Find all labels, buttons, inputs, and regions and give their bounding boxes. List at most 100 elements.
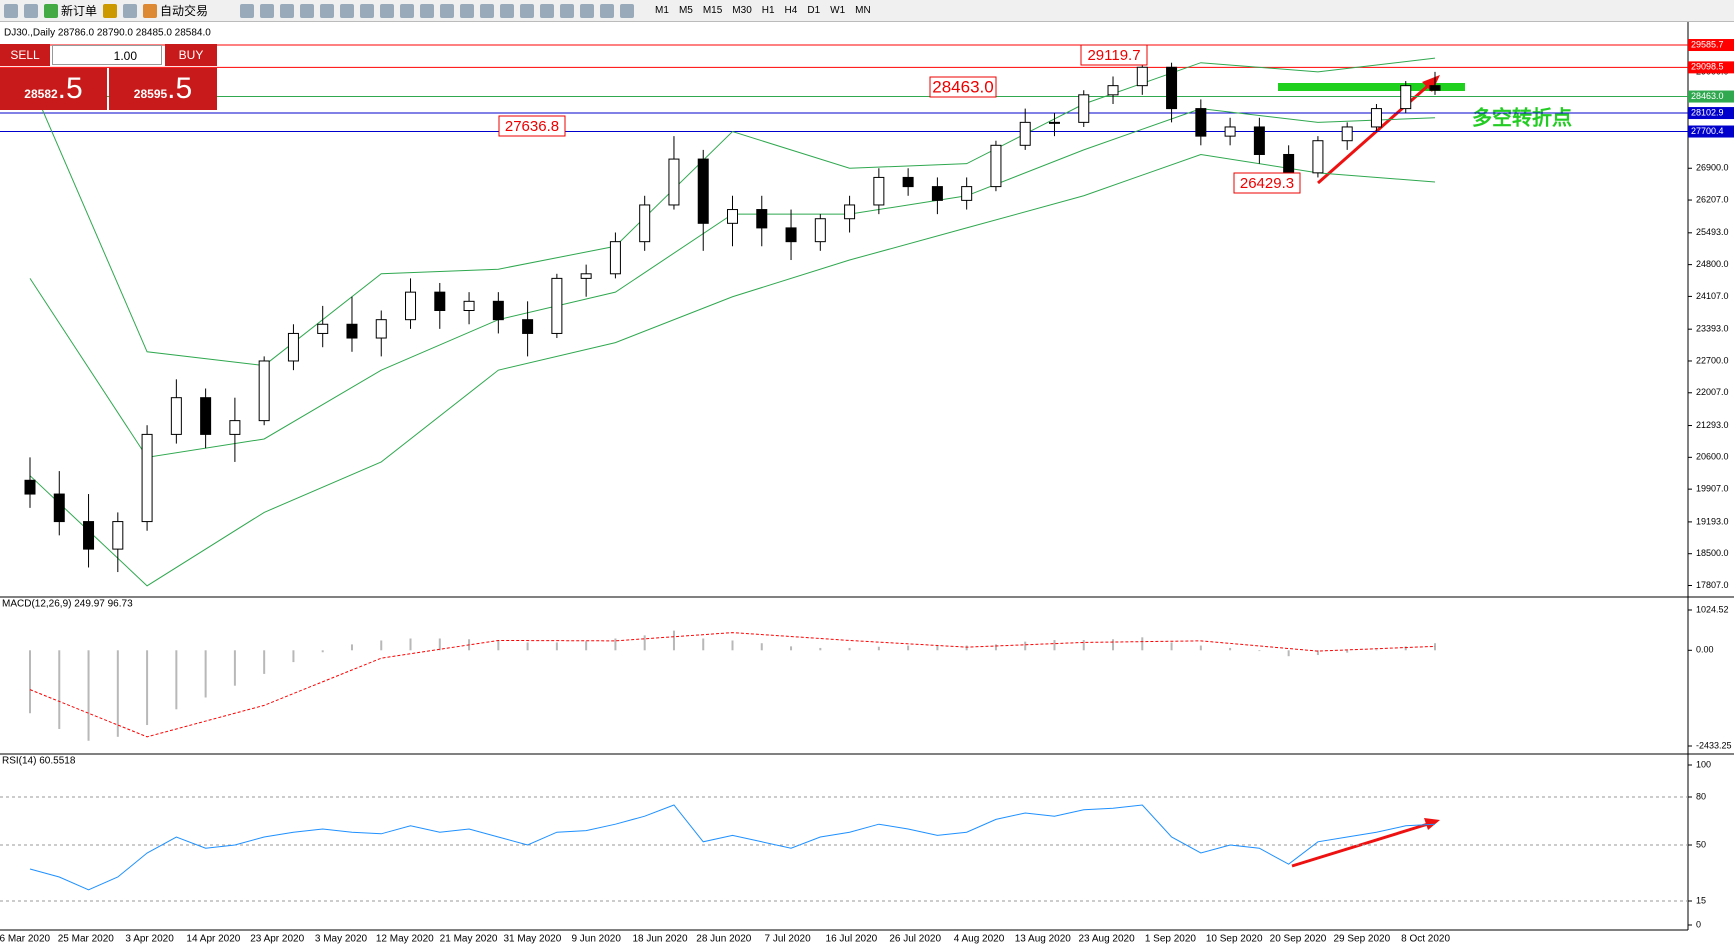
timeframe-button[interactable]: M1	[655, 5, 669, 16]
bollinger-middle	[29, 108, 1436, 458]
macd-bar	[907, 645, 910, 651]
macd-bar	[1316, 650, 1319, 656]
timeframe-button[interactable]: H4	[784, 5, 798, 16]
candle-body	[639, 204, 651, 243]
macd-bar	[1170, 642, 1173, 651]
y-tick-label: 15	[1696, 895, 1706, 905]
candle-body	[697, 158, 709, 224]
label: 新订单	[61, 4, 98, 18]
macd-bar	[146, 650, 149, 726]
y-tick-label: 22700.0	[1696, 355, 1729, 365]
x-tick-label: 10 Sep 2020	[1206, 934, 1263, 945]
price-tag-label: 27700.4	[1691, 126, 1724, 136]
rsi-line	[29, 804, 1436, 891]
candle-body	[375, 319, 387, 339]
sell-button[interactable]: SELL	[0, 44, 50, 66]
sell-price[interactable]: 28582.5	[0, 68, 107, 110]
y-tick-label: 26207.0	[1696, 194, 1729, 204]
one-click-trading: SELL 1.00 BUY 28582.5 28595.5	[0, 44, 217, 110]
candle-body	[24, 479, 36, 495]
auto-trade-button[interactable]: 自动交易	[143, 2, 208, 19]
macd-bar	[702, 638, 705, 651]
macd-bar	[555, 642, 558, 651]
candle-body	[727, 209, 738, 224]
candle-body	[1429, 85, 1441, 91]
y-tick-label: 18500.0	[1696, 548, 1729, 558]
new-order-button[interactable]: 新订单	[44, 2, 97, 19]
buy-button[interactable]: BUY	[165, 44, 217, 66]
annotation-box	[498, 115, 566, 137]
candle-body	[53, 493, 65, 523]
timeframe-button[interactable]: MN	[855, 5, 871, 16]
macd-bar	[1053, 640, 1056, 651]
arrow-head	[1422, 75, 1440, 92]
y-tick-label: 0.00	[1696, 645, 1714, 655]
x-tick-label: 20 Sep 2020	[1270, 934, 1327, 945]
y-tick-label: 20600.0	[1696, 452, 1729, 462]
x-tick-label: 16 Jul 2020	[826, 934, 878, 945]
price-main: 28595	[133, 87, 168, 101]
rsi-label: RSI(14) 60.5518	[2, 756, 76, 767]
timeframe-button[interactable]: H1	[761, 5, 775, 16]
candle-body	[258, 360, 270, 422]
macd-bar	[233, 650, 236, 686]
macd-bar	[497, 640, 500, 651]
candle-body	[1224, 126, 1236, 137]
candle-body	[112, 521, 124, 550]
candle-body	[1370, 108, 1382, 128]
macd-bar	[1404, 646, 1407, 651]
macd-bar	[731, 640, 734, 651]
y-tick-label: 1024.52	[1696, 604, 1729, 614]
candle-body	[580, 273, 592, 279]
x-tick-label: 18 Jun 2020	[632, 934, 687, 945]
x-tick-label: 16 Mar 2020	[0, 934, 51, 945]
toolbar: 新订单 自动交易 M1 M5 M15 M30 H1 H4 D1 W1 MN	[0, 0, 1734, 22]
macd-bar	[819, 647, 822, 651]
candle-body	[668, 158, 680, 206]
y-tick-label: 22007.0	[1696, 387, 1729, 397]
candle-body	[405, 291, 417, 321]
volume-input[interactable]: 1.00	[52, 45, 162, 65]
timeframe-button[interactable]: W1	[830, 5, 846, 16]
macd-bar	[526, 642, 529, 651]
arrow-head	[1424, 818, 1440, 830]
timeframe-button[interactable]: M5	[678, 5, 693, 16]
macd-bar	[321, 650, 324, 653]
price-tag	[1688, 61, 1734, 74]
y-tick-label: 19193.0	[1696, 516, 1729, 526]
macd-bar	[1082, 640, 1085, 651]
x-tick-label: 31 May 2020	[503, 934, 561, 945]
x-tick-label: 3 Apr 2020	[125, 934, 174, 945]
macd-bar	[790, 646, 793, 651]
macd-bar	[350, 644, 353, 651]
buy-price[interactable]: 28595.5	[109, 68, 217, 110]
macd-bar	[204, 650, 207, 698]
y-tick-label: 17807.0	[1696, 580, 1729, 590]
x-tick-label: 13 Aug 2020	[1015, 934, 1072, 945]
timeframe-button[interactable]: D1	[807, 5, 821, 16]
macd-bar	[1229, 647, 1232, 651]
candle-body	[1166, 66, 1178, 110]
y-tick-label: 25493.0	[1696, 227, 1729, 237]
candle-body	[785, 227, 797, 243]
annotation-box	[929, 76, 997, 98]
macd-bar	[87, 650, 90, 741]
y-tick-label: 26900.0	[1696, 163, 1729, 173]
y-tick-label: 24800.0	[1696, 259, 1729, 269]
candle-body	[346, 323, 358, 339]
candle-body	[814, 218, 826, 243]
y-tick-label: 23393.0	[1696, 324, 1729, 334]
timeframe-button[interactable]: M30	[732, 5, 752, 16]
price-tag-label: 28463.0	[1691, 91, 1724, 101]
timeframe-button[interactable]: M15	[702, 5, 723, 16]
macd-bar	[58, 650, 61, 729]
x-tick-label: 1 Sep 2020	[1145, 934, 1197, 945]
x-tick-label: 23 Aug 2020	[1079, 934, 1136, 945]
label: 自动交易	[160, 4, 209, 18]
x-tick-label: 4 Aug 2020	[954, 934, 1005, 945]
highlight-bar	[1278, 83, 1465, 91]
candle-body	[170, 397, 182, 435]
x-tick-label: 26 Jul 2020	[889, 934, 941, 945]
macd-bar	[1024, 641, 1027, 651]
